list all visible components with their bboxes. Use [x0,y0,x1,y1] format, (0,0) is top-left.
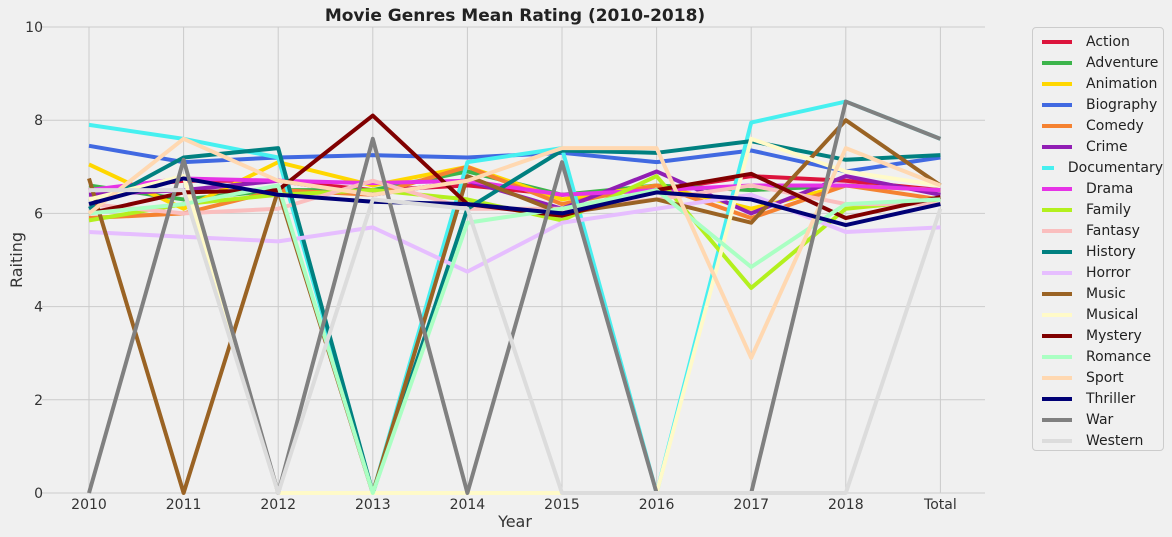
legend-label: Western [1086,432,1144,449]
legend-label: War [1086,411,1114,428]
legend-swatch [1042,207,1072,212]
legend-item-action: Action [1033,31,1163,52]
x-tick-label: 2010 [71,497,107,513]
legend-swatch [1042,249,1072,254]
legend-swatch [1042,144,1072,149]
legend-item-music: Music [1033,283,1163,304]
series-line-war [87,99,942,495]
x-tick-label: 2013 [355,497,391,513]
x-tick-label: 2012 [260,497,296,513]
legend-swatch [1042,312,1072,317]
y-tick-label: 0 [34,486,43,502]
legend-item-drama: Drama [1033,178,1163,199]
legend-label: Family [1086,201,1132,218]
legend: Action Adventure Animation Biography Comedy C… [1032,27,1164,451]
legend-label: Drama [1086,180,1134,197]
legend-swatch [1042,291,1072,296]
legend-item-romance: Romance [1033,346,1163,367]
legend-swatch [1042,438,1072,443]
legend-item-thriller: Thriller [1033,388,1163,409]
legend-label: Animation [1086,75,1158,92]
legend-item-documentary: Documentary [1033,157,1163,178]
legend-label: Horror [1086,264,1131,281]
legend-swatch [1042,375,1072,380]
legend-label: Action [1086,33,1130,50]
legend-swatch [1042,417,1072,422]
series-line-comedy [88,164,941,221]
series-lines [87,99,943,495]
legend-swatch [1042,81,1072,86]
legend-item-horror: Horror [1033,262,1163,283]
legend-item-family: Family [1033,199,1163,220]
legend-swatch [1042,123,1072,128]
y-tick-label: 4 [34,300,43,316]
y-tick-labels: 0 2 4 6 8 10 [25,20,43,502]
legend-label: Comedy [1086,117,1144,134]
legend-label: Music [1086,285,1126,302]
legend-item-fantasy: Fantasy [1033,220,1163,241]
legend-item-mystery: Mystery [1033,325,1163,346]
legend-item-adventure: Adventure [1033,52,1163,73]
series-line-history [88,139,941,495]
legend-item-comedy: Comedy [1033,115,1163,136]
series-line-thriller [88,176,941,228]
legend-item-history: History [1033,241,1163,262]
legend-label: Adventure [1086,54,1159,71]
chart-title: Movie Genres Mean Rating (2010-2018) [325,6,705,26]
legend-label: Crime [1086,138,1128,155]
legend-item-biography: Biography [1033,94,1163,115]
x-tick-label: 2016 [639,497,675,513]
series-line-romance [88,183,941,495]
legend-swatch [1042,396,1072,401]
series-line-sport [87,136,942,360]
legend-label: Documentary [1067,159,1163,176]
legend-swatch [1042,228,1072,233]
series-line-documentary [88,99,942,495]
legend-label: Musical [1086,306,1139,323]
legend-label: Thriller [1086,390,1136,407]
legend-label: Romance [1086,348,1152,365]
y-tick-label: 6 [34,206,43,222]
y-tick-label: 2 [34,393,43,409]
legend-item-animation: Animation [1033,73,1163,94]
legend-label: Sport [1086,369,1124,386]
legend-label: Biography [1086,96,1158,113]
series-line-musical [88,136,941,495]
legend-item-crime: Crime [1033,136,1163,157]
legend-swatch [1042,186,1072,191]
legend-item-western: Western [1033,430,1163,451]
series-line-drama [88,176,941,197]
y-tick-label: 8 [34,113,43,129]
x-tick-label: 2017 [733,497,769,513]
legend-swatch [1042,354,1072,359]
x-tick-label: 2015 [544,497,580,513]
x-tick-label: Total [923,497,957,513]
y-axis-label: Raiting [7,232,26,288]
legend-swatch [1042,102,1072,107]
series-line-western [89,188,943,495]
x-tick-label: 2018 [828,497,864,513]
legend-label: History [1086,243,1136,260]
y-tick-label: 10 [25,20,43,36]
x-tick-labels: 2010 2011 2012 2013 2014 2015 2016 2017 2018 Tota… [71,497,957,513]
legend-swatch [1042,60,1072,65]
legend-item-musical: Musical [1033,304,1163,325]
x-tick-label: 2011 [166,497,202,513]
legend-swatch [1042,270,1072,275]
legend-item-war: War [1033,409,1163,430]
x-tick-label: 2014 [450,497,486,513]
legend-swatch [1042,165,1054,170]
legend-swatch [1042,39,1072,44]
legend-label: Mystery [1086,327,1142,344]
legend-swatch [1042,333,1072,338]
legend-label: Fantasy [1086,222,1140,239]
legend-item-sport: Sport [1033,367,1163,388]
grid-lines [42,26,985,494]
x-axis-label: Year [497,512,532,531]
